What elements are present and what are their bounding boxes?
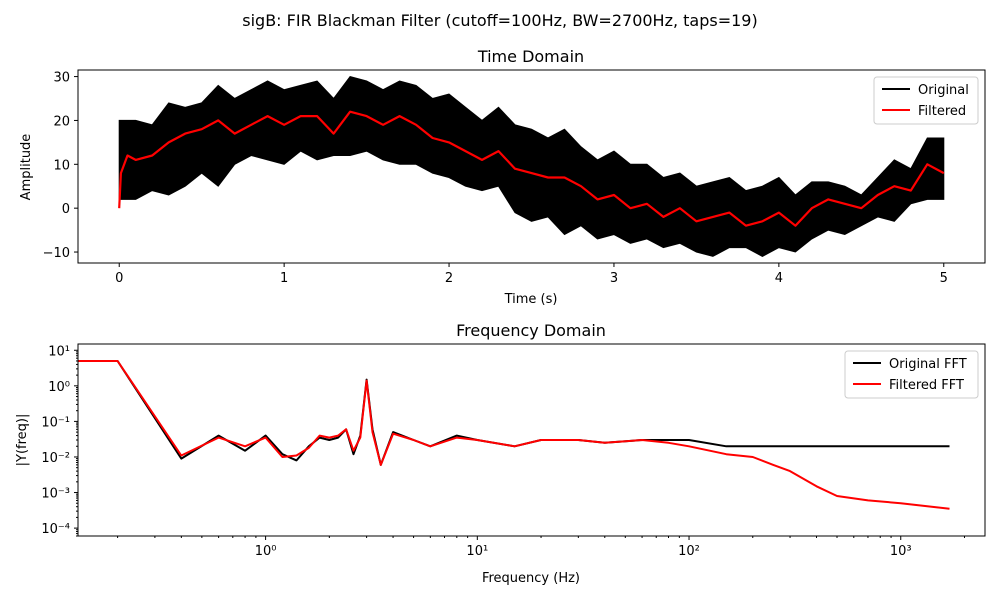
time-domain-axes-frame	[77, 69, 986, 264]
time-domain-y-ticks: −10 0 10 20 30	[43, 71, 78, 261]
x-tick-label: 4	[775, 271, 783, 286]
frequency-domain-y-axis-label: |Y(freq)|	[15, 414, 30, 467]
y-tick-label: 10	[53, 158, 70, 173]
y-tick-label: 10⁻⁴	[41, 522, 70, 537]
x-tick-label: 10²	[678, 544, 700, 559]
time-domain-series	[118, 76, 945, 257]
series-original	[118, 76, 945, 257]
y-tick-label: 30	[53, 71, 70, 86]
figure-title: sigB: FIR Blackman Filter (cutoff=100Hz,…	[242, 11, 757, 30]
y-tick-label: −10	[43, 246, 70, 261]
time-domain-x-ticks: 0 1 2 3 4 5	[115, 263, 948, 286]
frequency-domain-legend: Original FFT Filtered FFT	[844, 350, 979, 399]
y-tick-label: 10⁻³	[41, 487, 70, 502]
x-tick-label: 3	[610, 271, 618, 286]
frequency-domain-x-ticks: 10⁰ 10¹ 10² 10³	[117, 536, 965, 559]
legend-original-fft-label: Original FFT	[889, 357, 967, 372]
legend-original-label: Original	[918, 83, 969, 98]
series-original-fft	[78, 360, 950, 466]
y-tick-label: 10⁰	[48, 380, 70, 395]
y-tick-label: 10¹	[48, 344, 70, 359]
x-tick-label: 10¹	[466, 544, 488, 559]
time-domain-title: Time Domain	[477, 47, 584, 66]
time-domain-panel: Time Domain 0 1 2 3 4 5 −10 0 10 20 30 Time (s) A…	[19, 47, 986, 307]
frequency-domain-y-ticks: 10⁻⁴ 10⁻³ 10⁻² 10⁻¹ 10⁰ 10¹	[41, 344, 78, 537]
y-tick-label: 0	[62, 202, 70, 217]
x-tick-label: 0	[115, 271, 123, 286]
frequency-domain-series	[78, 360, 950, 510]
time-domain-legend: Original Filtered	[873, 76, 979, 125]
x-tick-label: 2	[445, 271, 453, 286]
frequency-domain-title: Frequency Domain	[456, 321, 606, 340]
legend-filtered-label: Filtered	[918, 104, 966, 119]
legend-filtered-fft-label: Filtered FFT	[889, 378, 964, 393]
x-tick-label: 10⁰	[255, 544, 277, 559]
frequency-domain-panel: Frequency Domain 10⁰ 10¹ 10² 10³ 10⁻⁴10⁻³10…	[15, 321, 986, 586]
x-tick-label: 10³	[890, 544, 912, 559]
y-tick-label: 10⁻²	[41, 451, 70, 466]
frequency-domain-x-axis-label: Frequency (Hz)	[482, 571, 580, 586]
y-tick-label: 10⁻¹	[41, 415, 70, 430]
y-tick-label: 20	[53, 114, 70, 129]
time-domain-y-axis-label: Amplitude	[19, 134, 34, 201]
x-tick-label: 1	[280, 271, 288, 286]
series-filtered	[118, 110, 945, 227]
time-domain-x-axis-label: Time (s)	[504, 292, 558, 307]
x-tick-label: 5	[940, 271, 948, 286]
series-filtered-fft	[78, 360, 950, 510]
